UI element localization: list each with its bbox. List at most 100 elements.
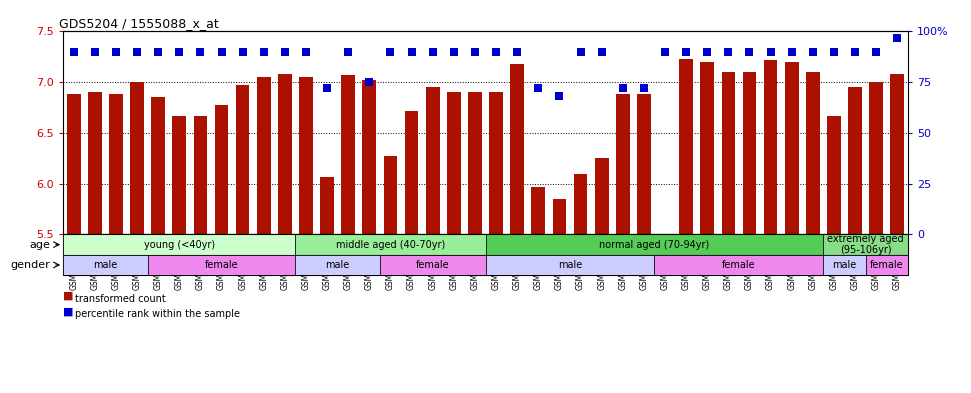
Bar [342,75,355,235]
Bar [67,94,81,235]
Point [172,49,187,55]
Point [826,49,842,55]
Text: middle aged (40-70yr): middle aged (40-70yr) [336,240,445,250]
Bar [806,72,820,235]
Text: percentile rank within the sample: percentile rank within the sample [75,309,240,320]
Text: male: male [93,260,117,270]
Text: ■: ■ [63,307,74,316]
Text: female: female [416,260,450,270]
Point [256,49,272,55]
Bar [866,255,908,275]
Bar [654,255,823,275]
Bar [823,235,908,255]
Bar [295,255,380,275]
Text: transformed count: transformed count [75,294,165,304]
Bar [320,176,334,235]
Bar [380,255,486,275]
Bar [827,116,841,235]
Text: GDS5204 / 1555088_x_at: GDS5204 / 1555088_x_at [59,17,218,30]
Text: age: age [29,240,50,250]
Text: male: male [325,260,350,270]
Point [108,49,123,55]
Bar [405,111,419,235]
Point [615,85,630,92]
Bar [193,116,207,235]
Point [192,49,208,55]
Bar [63,235,295,255]
Point [657,49,673,55]
Bar [531,187,545,235]
Point [848,49,863,55]
Bar [63,255,148,275]
Point [530,85,546,92]
Bar [151,97,165,235]
Bar [486,235,823,255]
Point [298,49,314,55]
Point [66,49,82,55]
Text: female: female [205,260,238,270]
Bar [764,60,778,235]
Point [594,49,610,55]
Bar [426,87,440,235]
Bar [869,82,883,235]
Bar [130,82,144,235]
Point [404,49,419,55]
Bar [680,59,693,235]
Point [784,49,799,55]
Bar [468,92,482,235]
Bar [489,92,503,235]
Point [763,49,779,55]
Point [446,49,461,55]
Text: female: female [722,260,755,270]
Text: ■: ■ [63,291,74,301]
Bar [849,87,862,235]
Point [488,49,504,55]
Point [636,85,652,92]
Bar [552,199,566,235]
Bar [148,255,295,275]
Bar [574,174,587,235]
Bar [88,92,102,235]
Bar [595,158,609,235]
Point [573,49,588,55]
Bar [278,74,291,235]
Bar [384,156,397,235]
Point [383,49,398,55]
Bar [362,80,376,235]
Bar [257,77,271,235]
Bar [173,116,186,235]
Point [277,49,292,55]
Point [87,49,103,55]
Point [742,49,757,55]
Text: gender: gender [11,260,50,270]
Bar [447,92,460,235]
Point [425,49,441,55]
Bar [823,255,866,275]
Point [341,49,356,55]
Point [319,85,335,92]
Bar [236,85,250,235]
Point [129,49,145,55]
Point [510,49,525,55]
Point [214,49,229,55]
Point [720,49,736,55]
Text: male: male [558,260,582,270]
Bar [700,62,714,235]
Bar [616,94,629,235]
Bar [486,255,654,275]
Bar [299,77,313,235]
Text: normal aged (70-94yr): normal aged (70-94yr) [599,240,710,250]
Text: female: female [870,260,904,270]
Point [805,49,820,55]
Point [552,93,567,99]
Bar [109,94,122,235]
Bar [511,64,524,235]
Text: young (<40yr): young (<40yr) [144,240,215,250]
Text: extremely aged
(95-106yr): extremely aged (95-106yr) [827,234,904,255]
Point [699,49,715,55]
Bar [890,74,904,235]
Point [467,49,483,55]
Point [151,49,166,55]
Bar [721,72,735,235]
Point [679,49,694,55]
